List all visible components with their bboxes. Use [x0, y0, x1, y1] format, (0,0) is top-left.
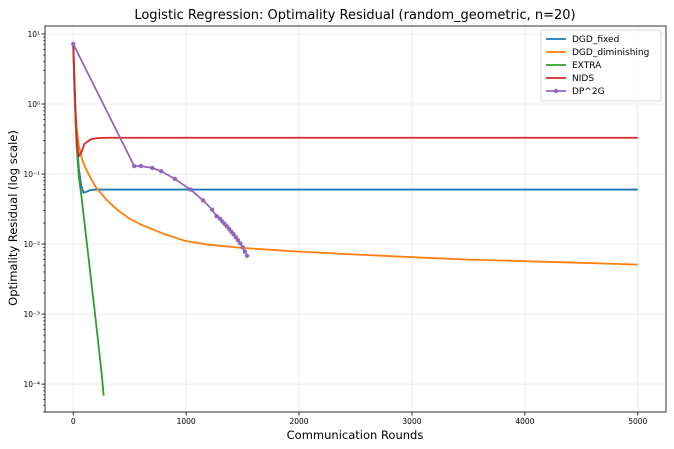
data-point-dp-2g: [214, 214, 219, 219]
data-point-dp-2g: [235, 238, 241, 243]
data-point-dp-2g: [172, 176, 178, 182]
legend-label: DP^2G: [572, 87, 605, 97]
legend-label: EXTRA: [572, 61, 602, 71]
data-point-dp-2g: [200, 198, 206, 203]
series-line-dgd-diminishing: [72, 44, 638, 266]
data-point-dp-2g: [131, 163, 137, 169]
data-point-dp-2g: [71, 41, 76, 47]
legend-item-dgd-fixed: DGD_fixed: [546, 35, 619, 45]
y-tick-label: 10¹: [27, 30, 40, 39]
x-tick-label: 2000: [289, 417, 308, 426]
legend-label: NIDS: [572, 74, 594, 84]
legend-item-dgd-diminishing: DGD_diminishing: [546, 48, 649, 58]
x-axis-label: Communication Rounds: [287, 428, 424, 442]
series-nids: [72, 44, 638, 158]
x-tick-label: 0: [71, 417, 76, 426]
legend-label: DGD_diminishing: [572, 48, 649, 58]
x-tick-label: 1000: [177, 417, 196, 426]
y-tick-label: 10⁰: [27, 100, 40, 109]
x-tick-label: 5000: [628, 417, 647, 426]
series-dgd-diminishing: [72, 44, 638, 266]
data-point-dp-2g: [240, 245, 245, 250]
y-tick-label: 10⁻⁴: [23, 380, 40, 389]
data-point-dp-2g: [233, 235, 239, 240]
y-tick-label: 10⁻³: [23, 310, 40, 319]
legend-item-nids: NIDS: [546, 74, 594, 84]
legend: DGD_fixed DGD_diminishing EXTRA NIDS DP^2G: [540, 29, 662, 102]
legend-marker: [553, 88, 559, 94]
data-point-dp-2g: [242, 249, 248, 254]
legend-label: DGD_fixed: [572, 35, 619, 45]
legend-box: [540, 29, 662, 102]
data-point-dp-2g: [244, 253, 250, 259]
data-point-dp-2g: [150, 165, 155, 171]
series-line-dp-2g: [72, 43, 248, 257]
series-line-nids: [72, 44, 638, 158]
data-point-dp-2g: [231, 232, 236, 237]
data-point-dp-2g: [138, 163, 144, 169]
x-tick-label: 4000: [515, 417, 534, 426]
ticks: 0 1000 2000 3000 4000 5000 10⁻⁴ 10⁻³ 10⁻² 10⁻¹ 10⁰…: [23, 30, 647, 426]
data-point-dp-2g: [188, 187, 193, 192]
chart-title: Logistic Regression: Optimality Residual…: [134, 8, 575, 23]
legend-item-extra: EXTRA: [546, 61, 602, 71]
y-tick-label: 10⁻¹: [23, 170, 40, 179]
series-layer: [71, 41, 638, 396]
series-dp-2g: [71, 41, 250, 259]
y-tick-label: 10⁻²: [23, 240, 40, 249]
x-tick-label: 3000: [402, 417, 421, 426]
data-point-dp-2g: [238, 241, 243, 246]
y-axis-label: Optimality Residual (log scale): [6, 130, 20, 306]
plot-frame: [44, 25, 667, 413]
legend-item-dp-2g: DP^2G: [546, 87, 605, 97]
data-point-dp-2g: [209, 207, 215, 212]
data-point-dp-2g: [159, 168, 164, 174]
